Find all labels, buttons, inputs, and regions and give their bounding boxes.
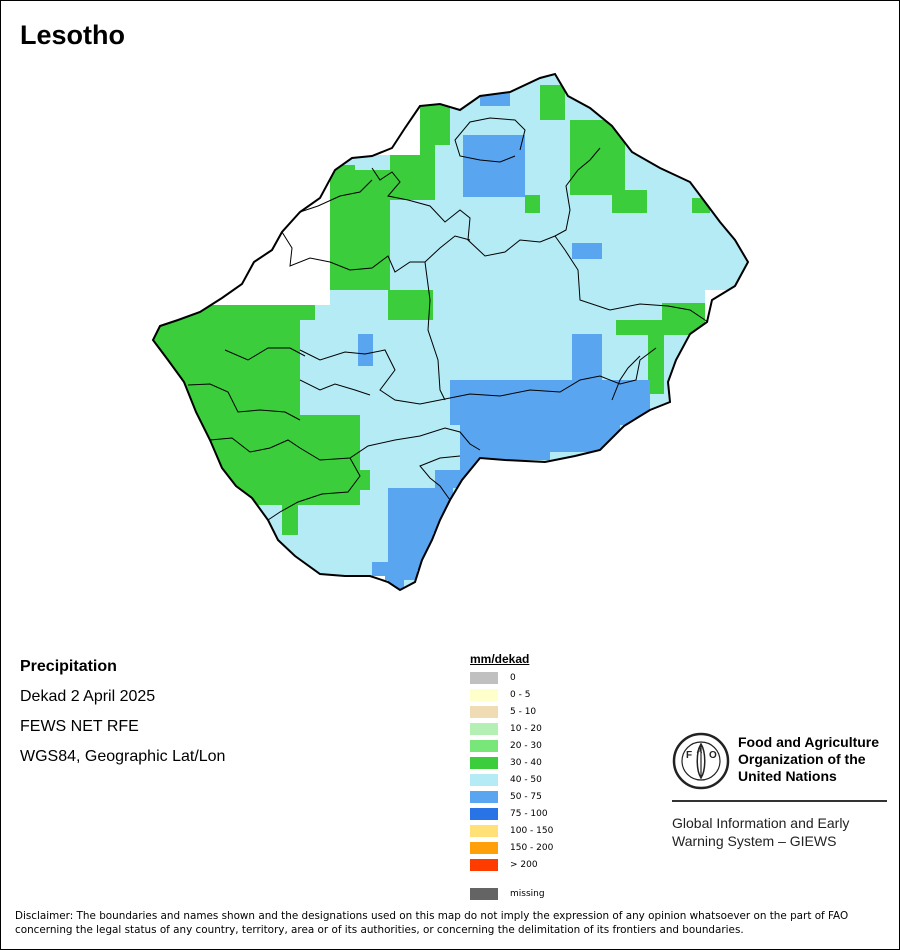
legend-swatch xyxy=(470,672,498,684)
legend-swatch xyxy=(470,791,498,803)
legend-swatch xyxy=(470,757,498,769)
legend-swatch xyxy=(470,808,498,820)
legend-label: 75 - 100 xyxy=(510,809,548,819)
legend: mm/dekad 0 0 - 5 5 - 10 10 - 20 20 - 30 30 - … xyxy=(470,652,553,900)
legend-label: 40 - 50 xyxy=(510,775,542,785)
legend-label: 150 - 200 xyxy=(510,843,554,853)
legend-swatch xyxy=(470,825,498,837)
precipitation-map xyxy=(151,72,750,592)
projection-label: WGS84, Geographic Lat/Lon xyxy=(20,748,226,765)
giews-line-1: Global Information and Early xyxy=(672,815,850,831)
legend-item: 0 - 5 xyxy=(470,689,620,703)
svg-text:O: O xyxy=(709,750,717,761)
legend-swatch xyxy=(470,859,498,871)
precipitation-grid xyxy=(153,74,748,590)
legend-swatch xyxy=(470,888,498,900)
lesotho-border xyxy=(151,72,750,592)
legend-item: 30 - 40 xyxy=(470,757,620,771)
legend-item: > 200 xyxy=(470,859,620,873)
legend-item: 20 - 30 xyxy=(470,740,620,754)
map-info: Precipitation Dekad 2 April 2025 FEWS NE… xyxy=(20,656,225,776)
legend-label: 0 - 5 xyxy=(510,690,531,700)
legend-item: missing xyxy=(470,888,620,902)
fao-logo-icon: F A O xyxy=(672,732,730,790)
variable-label: Precipitation xyxy=(20,658,117,675)
fao-name-line-3: United Nations xyxy=(738,768,837,784)
legend-title: mm/dekad xyxy=(470,652,530,666)
giews-name: Global Information and Early Warning Sys… xyxy=(672,814,849,850)
svg-text:A: A xyxy=(697,746,703,755)
legend-label: > 200 xyxy=(510,860,538,870)
legend-item: 0 xyxy=(470,672,620,686)
legend-label: 20 - 30 xyxy=(510,741,542,751)
legend-item: 150 - 200 xyxy=(470,842,620,856)
legend-item: 40 - 50 xyxy=(470,774,620,788)
legend-item: 75 - 100 xyxy=(470,808,620,822)
svg-text:F: F xyxy=(686,750,692,761)
legend-swatch xyxy=(470,706,498,718)
legend-label: missing xyxy=(510,889,545,899)
legend-item: 50 - 75 xyxy=(470,791,620,805)
legend-swatch xyxy=(470,740,498,752)
period-label: Dekad 2 April 2025 xyxy=(20,688,156,705)
legend-item: 10 - 20 xyxy=(470,723,620,737)
legend-label: 100 - 150 xyxy=(510,826,554,836)
legend-label: 5 - 10 xyxy=(510,707,537,717)
fao-name-line-1: Food and Agriculture xyxy=(738,734,880,750)
disclaimer: Disclaimer: The boundaries and names sho… xyxy=(15,910,849,936)
legend-swatch xyxy=(470,723,498,735)
legend-item: 100 - 150 xyxy=(470,825,620,839)
class-50-75-areas xyxy=(358,90,650,590)
legend-label: 30 - 40 xyxy=(510,758,542,768)
source-label: FEWS NET RFE xyxy=(20,718,139,735)
district-boundaries xyxy=(187,117,709,521)
giews-line-2: Warning System – GIEWS xyxy=(672,833,837,849)
legend-swatch xyxy=(470,774,498,786)
map-title: Lesotho xyxy=(20,20,125,50)
fao-name-line-2: Organization of the xyxy=(738,751,866,767)
legend-swatch xyxy=(470,842,498,854)
legend-label: 50 - 75 xyxy=(510,792,542,802)
legend-item: 5 - 10 xyxy=(470,706,620,720)
fao-name: Food and Agriculture Organization of the… xyxy=(738,734,879,785)
legend-label: 10 - 20 xyxy=(510,724,542,734)
legend-label: 0 xyxy=(510,673,516,683)
fao-divider xyxy=(672,800,887,802)
legend-swatch xyxy=(470,689,498,701)
